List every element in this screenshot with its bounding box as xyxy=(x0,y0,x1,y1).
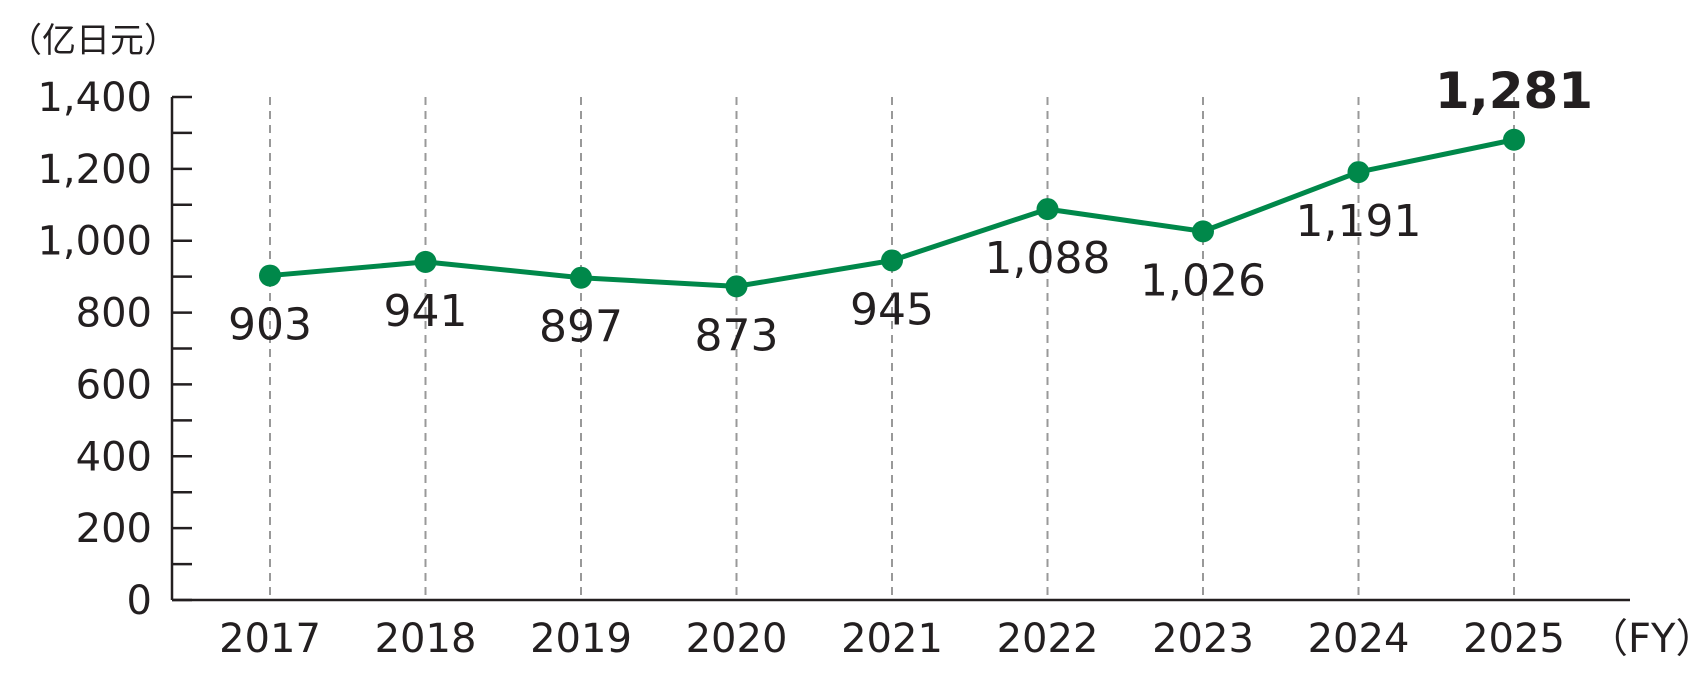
x-tick-labels: 2017 2018 2019 2020 2021 2022 2023 2024 2025 xyxy=(219,616,1565,662)
y-tick-label: 1,200 xyxy=(37,147,152,193)
data-label-2017: 903 xyxy=(228,300,312,351)
data-label-2024: 1,191 xyxy=(1296,196,1422,247)
x-tick-label-2025: 2025 xyxy=(1463,616,1565,662)
data-point-2023 xyxy=(1192,220,1214,243)
y-tick-label: 800 xyxy=(76,291,152,337)
data-label-2018: 941 xyxy=(384,286,468,337)
y-tick-label: 400 xyxy=(76,434,152,480)
data-label-2021: 945 xyxy=(850,284,934,335)
series-line xyxy=(259,128,1525,298)
data-point-2017 xyxy=(259,264,281,287)
y-tick-label: 1,400 xyxy=(37,75,152,121)
data-point-2018 xyxy=(414,250,437,273)
y-tick-label: 600 xyxy=(76,362,152,408)
y-tick-label: 0 xyxy=(127,578,152,624)
data-point-2022 xyxy=(1036,198,1059,221)
x-tick-label-2018: 2018 xyxy=(375,616,477,662)
data-point-2020 xyxy=(725,275,748,298)
y-tick-label: 1,000 xyxy=(37,219,152,265)
data-label-2019: 897 xyxy=(539,302,623,353)
data-point-2021 xyxy=(881,249,903,272)
x-tick-label-2019: 2019 xyxy=(530,616,632,662)
x-tick-label-2023: 2023 xyxy=(1152,616,1254,662)
x-tick-label-2020: 2020 xyxy=(686,616,788,662)
x-tick-label-2017: 2017 xyxy=(219,616,321,662)
data-label-2023: 1,026 xyxy=(1140,255,1266,306)
y-tick-label: 200 xyxy=(76,506,152,552)
data-point-2019 xyxy=(570,266,592,289)
x-tick-label-2022: 2022 xyxy=(997,616,1099,662)
data-label-2022: 1,088 xyxy=(985,233,1111,284)
data-point-2024 xyxy=(1347,161,1370,184)
y-axis-unit-label: （亿日元） xyxy=(8,21,178,61)
axes xyxy=(170,95,1630,602)
data-label-2020: 873 xyxy=(695,310,779,361)
data-point-2025 xyxy=(1503,128,1525,151)
data-labels: 903 941 897 873 945 1,088 1,026 1,191 1,281 xyxy=(228,62,1593,362)
x-tick-label-2024: 2024 xyxy=(1308,616,1410,662)
x-axis-unit-label: （FY） xyxy=(1588,616,1696,662)
x-tick-label-2021: 2021 xyxy=(841,616,943,662)
grid-lines xyxy=(269,97,1515,600)
y-tick-labels: 0 200 400 600 800 1,000 1,200 1,400 xyxy=(37,75,152,624)
data-label-2025: 1,281 xyxy=(1435,62,1593,120)
